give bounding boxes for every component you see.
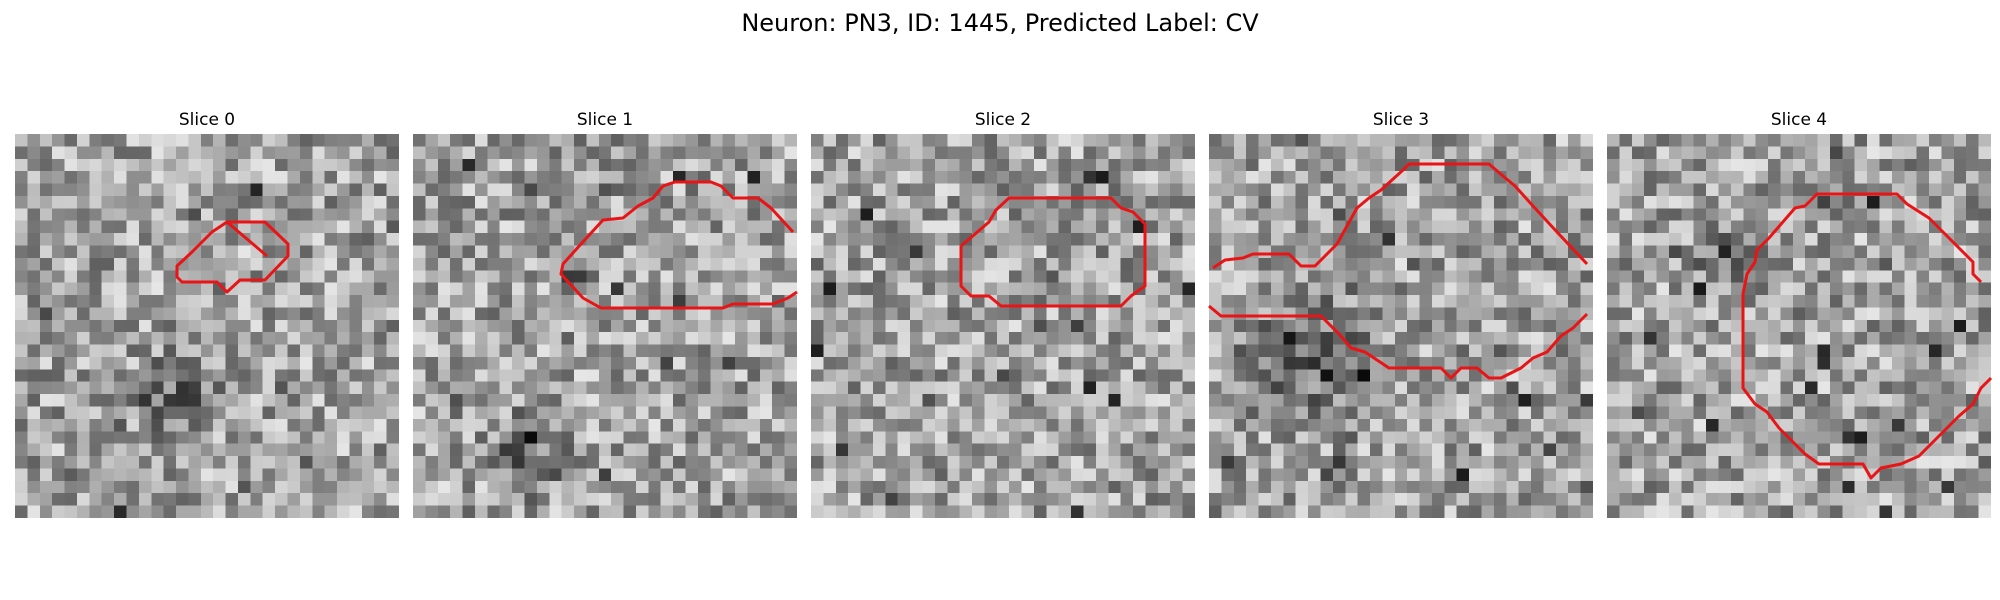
slice-contour-overlay-2 [959,196,1147,308]
roi-contour-upper [1212,162,1589,270]
figure-title: Neuron: PN3, ID: 1445, Predicted Label: … [741,9,1259,37]
slice-title-4: Slice 4 [1770,110,1828,130]
slice-contour-overlay-3 [1208,162,1589,380]
roi-contour [959,196,1147,308]
slice-image-2 [811,134,1195,518]
slice-contour-overlay-1 [559,180,798,310]
slice-title-0: Slice 0 [178,110,236,130]
slice-title-3: Slice 3 [1372,110,1430,130]
slice-image-0 [15,134,399,518]
slice-image-4 [1607,134,1991,518]
roi-contour-lower [1208,304,1589,380]
slice-title-2: Slice 2 [974,110,1032,130]
slice-title-1: Slice 1 [576,110,634,130]
roi-contour [1741,192,1993,480]
slice-contour-overlay-0 [175,220,290,294]
slice-contour-overlay-4 [1741,192,1993,480]
roi-contour [559,180,798,310]
slice-image-3 [1209,134,1593,518]
roi-contour [175,220,290,294]
